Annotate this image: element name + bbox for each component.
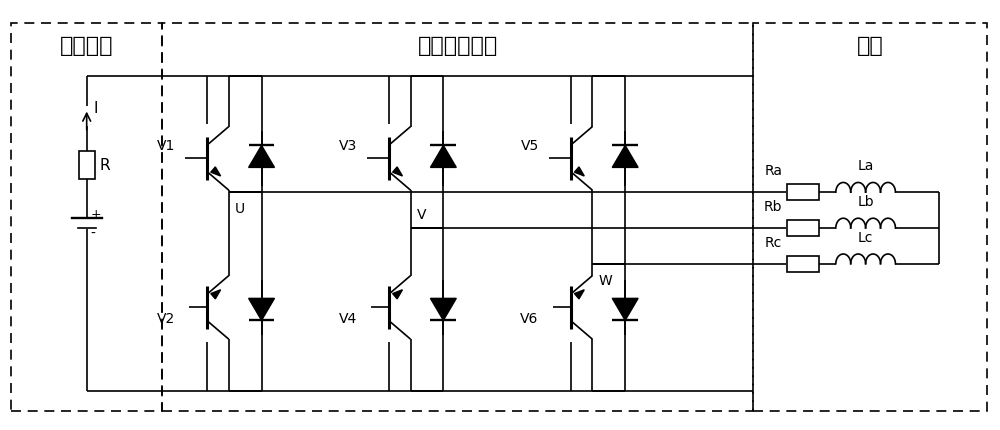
- Text: Ra: Ra: [764, 164, 782, 178]
- Bar: [787, 256, 819, 272]
- Text: R: R: [100, 158, 110, 173]
- Polygon shape: [211, 167, 221, 176]
- Polygon shape: [574, 290, 584, 299]
- Text: 电机: 电机: [857, 36, 883, 56]
- Text: Lb: Lb: [857, 195, 874, 209]
- Bar: [787, 184, 819, 200]
- Text: +: +: [91, 208, 101, 221]
- Text: Lc: Lc: [858, 231, 873, 245]
- Polygon shape: [249, 298, 274, 320]
- Polygon shape: [612, 145, 638, 167]
- Polygon shape: [393, 290, 402, 299]
- Text: Rb: Rb: [764, 200, 782, 214]
- Text: U: U: [235, 202, 245, 216]
- Polygon shape: [249, 145, 274, 167]
- Text: V4: V4: [339, 312, 357, 326]
- Text: 动力电池: 动力电池: [60, 36, 113, 56]
- Bar: [79, 151, 95, 179]
- Text: V1: V1: [157, 139, 175, 154]
- Text: V3: V3: [339, 139, 357, 154]
- Bar: [11, 23, 162, 411]
- Text: -: -: [91, 227, 96, 241]
- Bar: [162, 23, 753, 411]
- Text: W: W: [598, 273, 612, 288]
- Bar: [787, 220, 819, 236]
- Text: I: I: [94, 101, 98, 116]
- Text: Rc: Rc: [765, 236, 782, 250]
- Text: V2: V2: [157, 312, 175, 326]
- Text: V: V: [417, 208, 426, 222]
- Polygon shape: [574, 167, 584, 176]
- Text: V6: V6: [520, 312, 539, 326]
- Polygon shape: [393, 167, 402, 176]
- Text: 电机控制系统: 电机控制系统: [418, 36, 498, 56]
- Polygon shape: [430, 145, 456, 167]
- Polygon shape: [211, 290, 221, 299]
- Polygon shape: [430, 298, 456, 320]
- Bar: [753, 23, 987, 411]
- Text: La: La: [857, 159, 874, 173]
- Text: V5: V5: [520, 139, 539, 154]
- Polygon shape: [612, 298, 638, 320]
